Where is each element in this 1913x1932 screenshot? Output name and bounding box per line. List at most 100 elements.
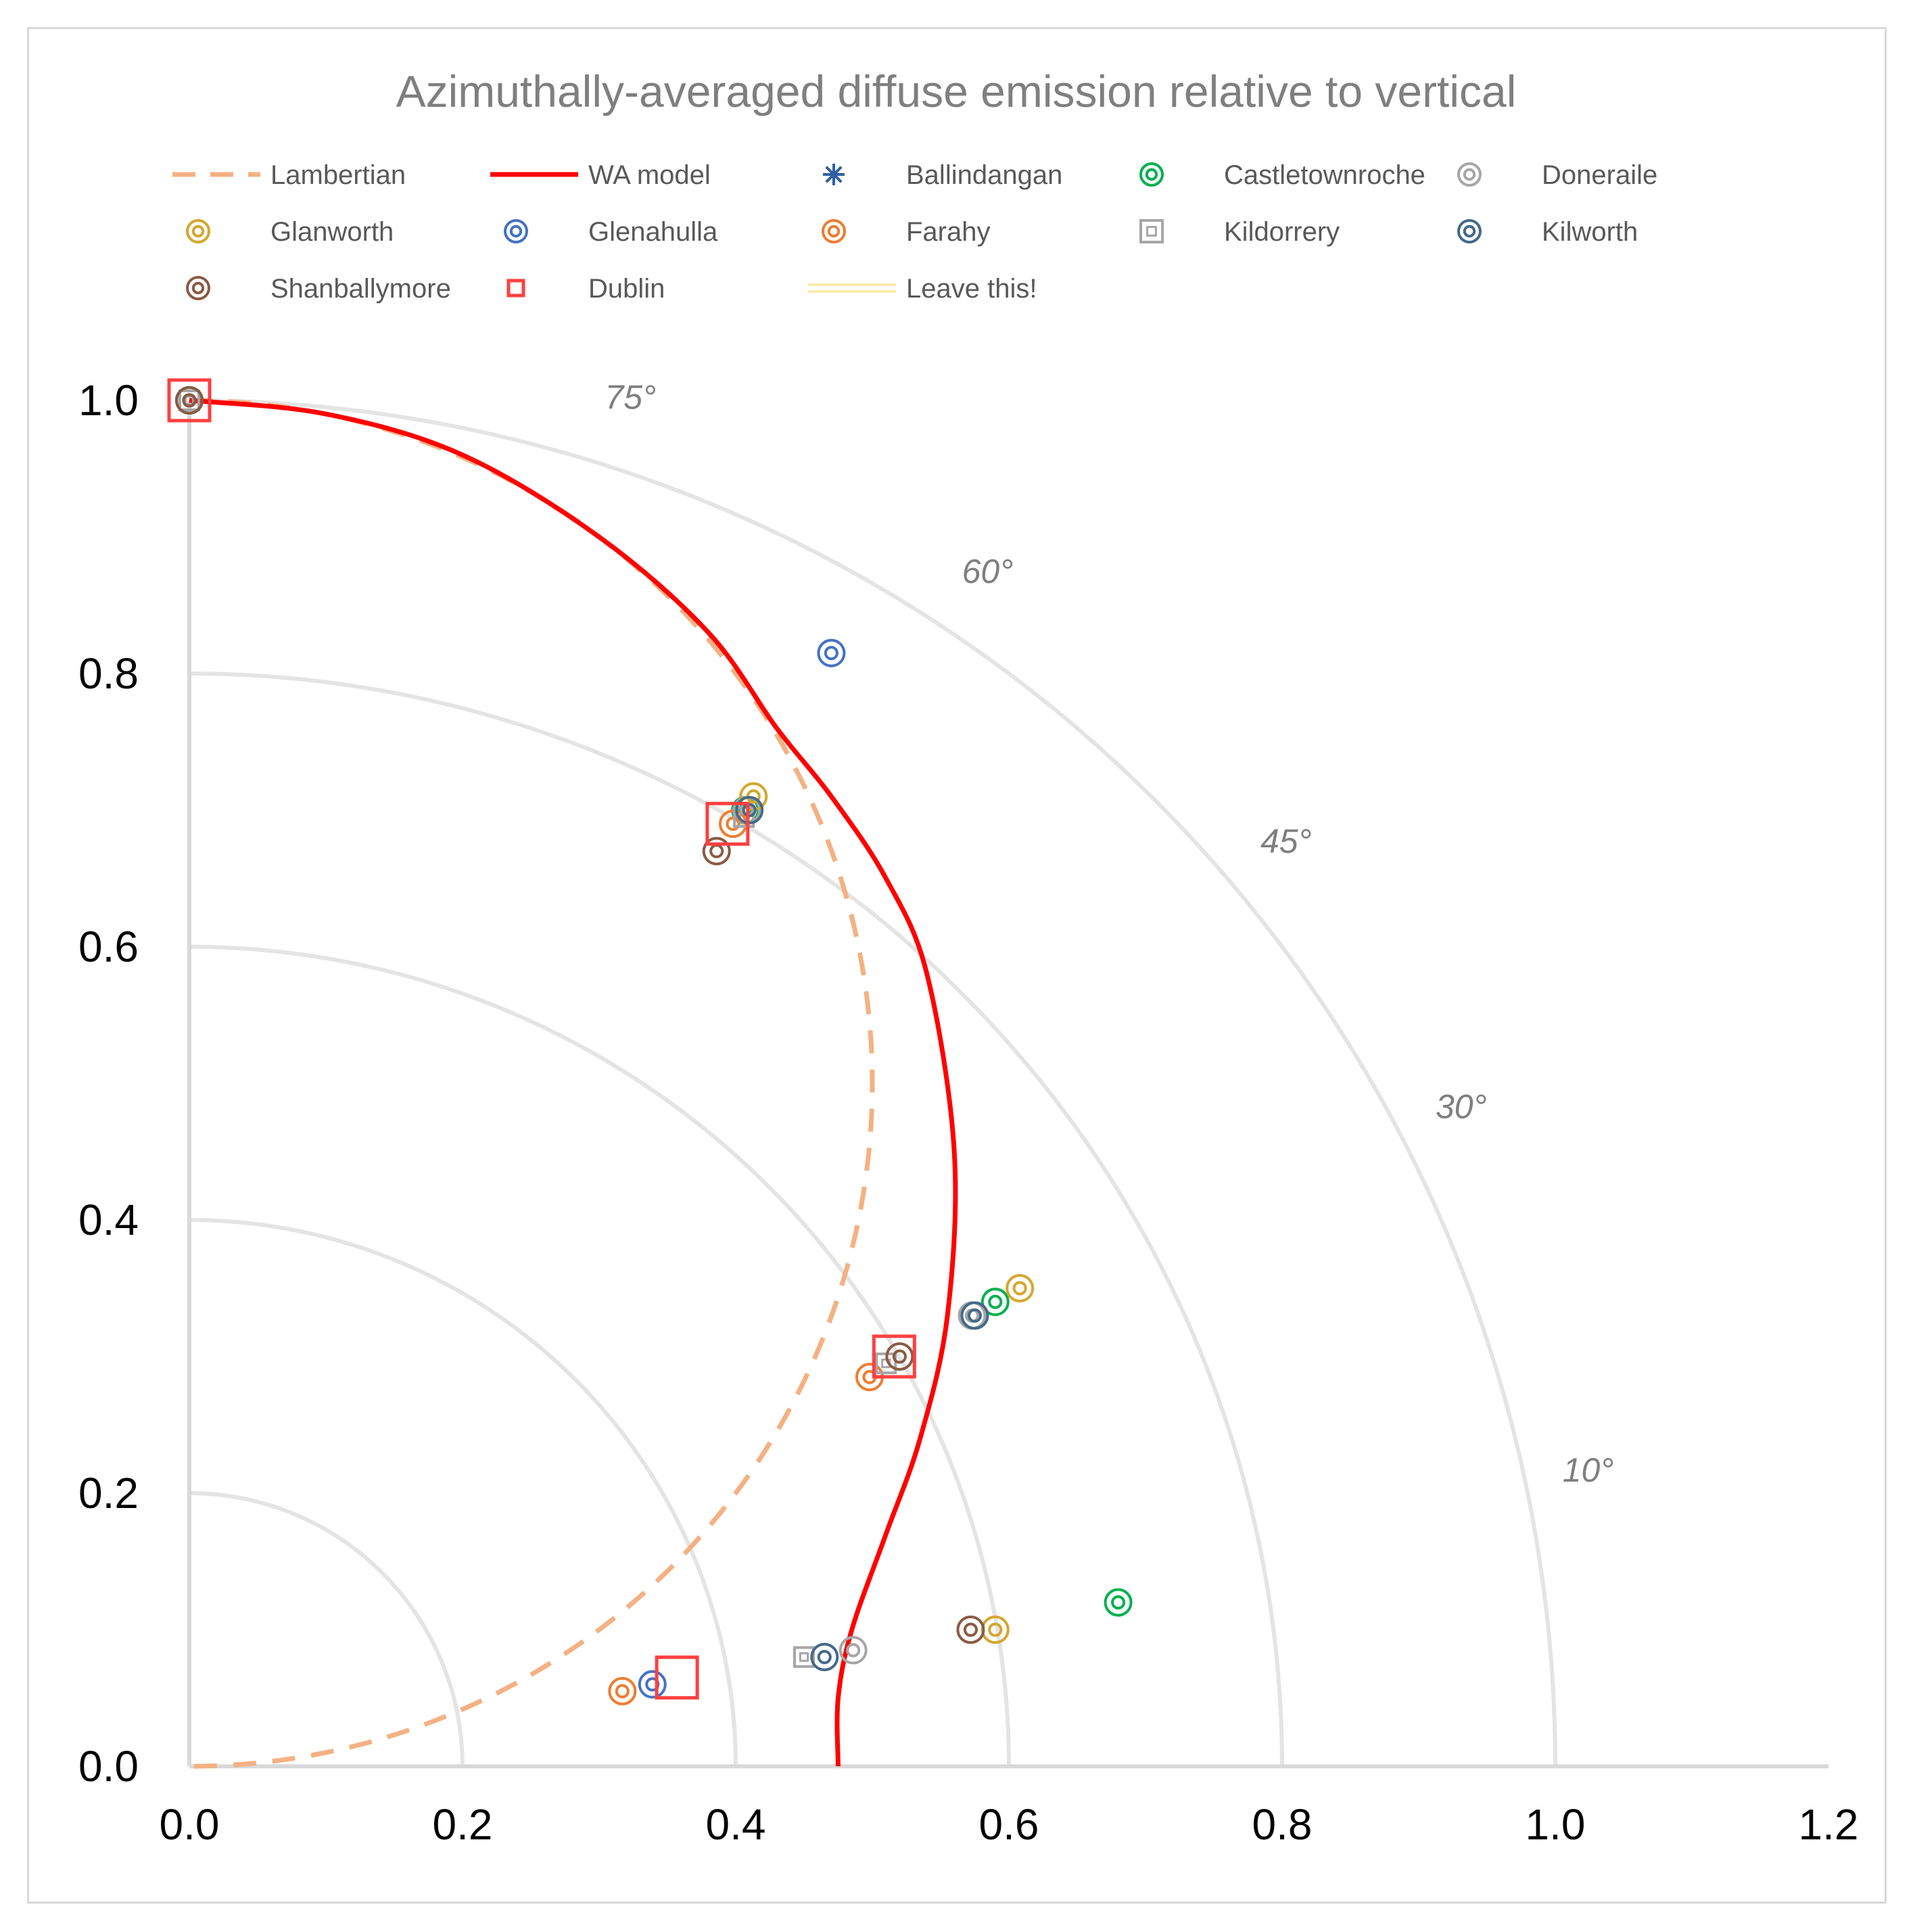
grid-arcs (189, 398, 1557, 1767)
legend-label: Lambertian (270, 160, 406, 190)
legend-item-dublin: Dublin (506, 274, 665, 304)
marker-inner-ring (827, 225, 841, 238)
legend-item-farahy: Farahy (822, 217, 991, 247)
marker-outer-ring (175, 386, 204, 415)
legend-label: WA model (588, 160, 711, 190)
legend-item-ballindangan: Ballindangan (823, 160, 1062, 190)
angle-label: 75° (605, 378, 656, 416)
x-tick-label: 0.2 (433, 1800, 493, 1849)
marker-inner-ring (817, 1649, 832, 1664)
marker-square (872, 1334, 916, 1379)
marker-outer-ring (981, 1288, 1010, 1317)
data-point (960, 1301, 989, 1330)
legend-item-kilworth: Kilworth (1457, 217, 1638, 247)
marker-outer-ring (702, 837, 731, 866)
legend-label: Farahy (906, 217, 991, 247)
marker-square (506, 279, 525, 298)
marker-outer-ring (956, 1616, 985, 1644)
legend-symbol (1457, 162, 1482, 187)
series-farahy (175, 386, 884, 1705)
marker-outer-ring (638, 1670, 667, 1699)
data-point (793, 1646, 815, 1668)
marker-inner-ring (824, 646, 839, 661)
data-point (810, 1643, 839, 1672)
y-tick-label: 0.0 (78, 1742, 139, 1791)
marker-inner-ring (509, 225, 523, 238)
legend-symbol (1139, 219, 1164, 243)
data-point (817, 638, 846, 667)
marker-outer-ring (608, 1676, 637, 1705)
angle-label: 60° (962, 552, 1014, 590)
legend-label: Leave this! (906, 274, 1037, 304)
marker-inner-ring (182, 393, 197, 408)
data-point (167, 378, 212, 423)
legend-label: Kildorrery (1224, 217, 1340, 247)
legend-label: Doneraile (1542, 160, 1657, 190)
legend-item-leave-this: Leave this! (808, 274, 1037, 304)
data-point (179, 390, 200, 411)
legend-label: Shanballymore (270, 274, 451, 304)
marker-outer-ring (1104, 1588, 1133, 1617)
marker-inner-square (799, 1652, 809, 1662)
legend-label: Kilworth (1542, 217, 1638, 247)
marker-inner-ring (726, 816, 740, 831)
series-kildorrery (179, 390, 897, 1668)
legend-item-castletownroche: Castletownroche (1139, 160, 1425, 190)
angle-label: 30° (1436, 1088, 1487, 1126)
angle-label: 45° (1260, 822, 1312, 860)
marker-inner-ring (963, 1622, 978, 1637)
data-point (1104, 1588, 1133, 1617)
data-point (872, 1334, 916, 1379)
grid-arc (189, 672, 1284, 1767)
marker-inner-ring (191, 281, 205, 295)
chart-frame (27, 27, 1887, 1904)
legend-symbol (186, 219, 210, 243)
series-dublin (167, 378, 916, 1700)
x-tick-label: 0.6 (979, 1800, 1039, 1849)
marker-inner-ring (1145, 168, 1158, 181)
data-points (167, 378, 1133, 1705)
marker-inner-ring (988, 1622, 1003, 1637)
legend-label: Dublin (588, 274, 665, 304)
legend-item-lambertian: Lambertian (172, 160, 406, 190)
marker-inner-ring (988, 1294, 1003, 1309)
marker-inner-ring (1012, 1281, 1027, 1296)
data-point (175, 386, 204, 415)
marker-outer-ring (839, 1636, 868, 1665)
legend-symbol (1139, 162, 1164, 187)
x-tick-label: 1.2 (1799, 1800, 1859, 1849)
marker-outer-ring (186, 219, 210, 243)
marker-inner-ring (1463, 168, 1476, 181)
angle-labels: 75° 60° 45° 30° 10° (605, 378, 1613, 1489)
marker-inner-square (184, 395, 195, 406)
legend-label: Castletownroche (1224, 160, 1425, 190)
data-point (1006, 1274, 1035, 1302)
marker-outer-ring (1457, 162, 1482, 187)
x-tick-label: 0.0 (160, 1800, 220, 1849)
marker-inner-ring (191, 225, 205, 238)
data-point (885, 1342, 914, 1371)
x-tick-label: 0.8 (1252, 1800, 1313, 1849)
grid-arc (189, 1491, 465, 1767)
marker-outer-ring (885, 1342, 914, 1371)
marker-inner-ring (1111, 1595, 1126, 1610)
data-point (655, 1655, 699, 1700)
series-shanballymore (175, 386, 985, 1644)
grid-arc (189, 398, 1557, 1767)
marker-inner-ring (846, 1643, 861, 1657)
legend-item-glenahulla: Glenahulla (504, 217, 718, 247)
marker-outer-ring (822, 219, 846, 243)
lambertian-curve (189, 398, 875, 1769)
legend-item-kildorrery: Kildorrery (1139, 217, 1340, 247)
marker-inner-ring (892, 1349, 907, 1364)
y-tick-label: 0.8 (78, 649, 139, 698)
marker-outer-square (793, 1646, 815, 1668)
marker-square (705, 801, 750, 846)
legend-label: Glenahulla (588, 217, 718, 247)
y-tick-label: 0.6 (78, 922, 139, 971)
marker-outer-ring (810, 1643, 839, 1672)
legend-symbol (823, 164, 845, 185)
legend-item-doneraile: Doneraile (1457, 160, 1657, 190)
axes (187, 400, 1828, 1768)
marker-outer-square (179, 390, 200, 411)
